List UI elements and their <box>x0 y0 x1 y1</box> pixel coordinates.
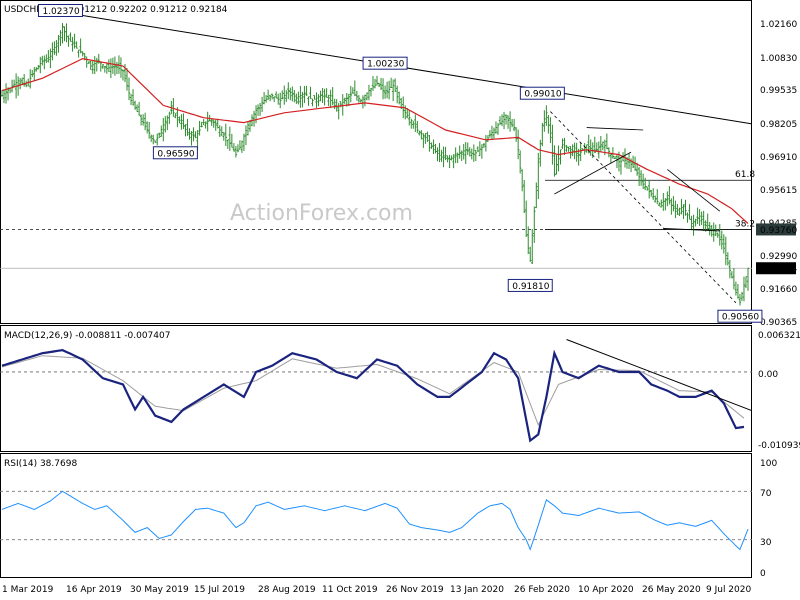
triangle-upper-line <box>586 127 644 131</box>
swing-label-text: 0.90560 <box>722 313 759 323</box>
wedge-upper-line <box>667 169 721 212</box>
rsi-line <box>1 490 749 551</box>
macd-y-axis: 0.006321 0.00 -0.010939 <box>758 331 800 451</box>
swing-label-box <box>152 146 198 160</box>
price-panel-frame <box>0 0 752 324</box>
price-y-tick: 0.91660 <box>760 285 797 295</box>
macd-layer <box>0 339 753 443</box>
swing-label-text: 1.02370 <box>42 7 79 17</box>
price-y-tick: 0.96910 <box>760 153 797 163</box>
swing-label-text: 0.91810 <box>512 282 549 292</box>
macd-line <box>1 348 745 443</box>
price-y-tick: 0.92990 <box>760 252 797 262</box>
rsi-y-tick: 70 <box>760 489 772 499</box>
current-price-text: 0.92184 <box>760 265 797 275</box>
price-y-tick: 0.90365 <box>760 318 797 328</box>
swing-label-box <box>507 278 553 292</box>
price-y-tick: 1.02160 <box>760 20 797 30</box>
macd-y-tick: -0.010939 <box>758 441 800 451</box>
watermark: ActionForex.com <box>230 201 413 226</box>
fib-tag-text: 0.93760 <box>760 226 797 236</box>
fib-level-label: 61.8 <box>735 170 755 180</box>
x-tick: 11 Oct 2019 <box>322 585 378 595</box>
fib-level-label: 38.2 <box>735 219 755 229</box>
price-y-tick: 0.98205 <box>760 120 797 130</box>
x-tick: 30 May 2019 <box>130 585 189 595</box>
swing-label-text: 1.00230 <box>367 60 404 70</box>
rsi-y-tick: 0 <box>760 569 766 579</box>
x-tick: 1 Mar 2019 <box>2 585 54 595</box>
macd-panel-frame <box>0 325 752 452</box>
x-tick: 9 Jul 2020 <box>706 585 751 595</box>
rsi-y-tick: 30 <box>760 538 772 548</box>
x-tick: 15 Jul 2019 <box>194 585 245 595</box>
x-tick: 26 May 2020 <box>642 585 701 595</box>
x-tick: 10 Apr 2020 <box>578 585 634 595</box>
wedge-lower-line <box>663 228 720 232</box>
rsi-panel-frame <box>0 453 752 578</box>
x-axis: 1 Mar 2019 16 Apr 2019 30 May 2019 15 Ju… <box>2 585 751 595</box>
channel-dashed-trendline <box>550 111 737 304</box>
swing-label-text: 0.99010 <box>524 90 561 100</box>
price-y-tick: 0.95615 <box>760 186 797 196</box>
swing-label-box <box>519 86 565 100</box>
rsi-y-axis: 100 70 30 0 <box>760 459 777 579</box>
price-y-axis: 1.02160 1.00830 0.99535 0.98205 0.96910 … <box>760 20 797 328</box>
macd-panel-title: MACD(12,26,9) -0.008811 -0.007407 <box>4 331 170 341</box>
macd-y-tick: 0.00 <box>758 370 778 380</box>
swing-label-text: 0.96590 <box>157 149 194 159</box>
swing-label-box <box>37 4 83 18</box>
price-panel-title: USDCHF,Daily 0.91212 0.92202 0.91212 0.9… <box>4 5 228 15</box>
macd-trendline <box>566 339 753 412</box>
rsi-panel-title: RSI(14) 38.7698 <box>4 459 77 469</box>
x-tick: 13 Jan 2020 <box>450 585 504 595</box>
swing-label-box <box>362 56 408 70</box>
rsi-y-tick: 100 <box>760 459 777 469</box>
swing-label-box <box>717 309 763 323</box>
x-tick: 28 Aug 2019 <box>258 585 316 595</box>
x-tick: 16 Apr 2019 <box>66 585 122 595</box>
macd-y-tick: 0.006321 <box>758 331 800 341</box>
x-tick: 26 Nov 2019 <box>386 585 444 595</box>
macd-signal-line <box>1 355 745 427</box>
triangle-lower-line <box>554 151 632 195</box>
price-y-tick: 1.00830 <box>760 54 797 64</box>
long-trendline <box>82 15 753 125</box>
price-y-tick: 0.99535 <box>760 86 797 96</box>
rsi-layer <box>0 490 752 551</box>
price-layer: 61.8 38.2 0.93760 0.92184 1.02370 0.96590 1.00… <box>0 4 797 323</box>
fib-tag-box <box>756 223 796 236</box>
current-price-tag <box>756 262 796 275</box>
moving-average-line <box>1 57 749 224</box>
x-tick: 26 Feb 2020 <box>514 585 570 595</box>
